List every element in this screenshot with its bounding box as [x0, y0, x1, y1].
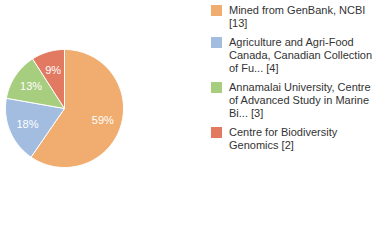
html-text:Mined from GenBank, NCBI [13]: Mined from GenBank, NCBI [13] [229, 4, 366, 29]
html-text:Centre for Biodiversity Genomi: Centre for Biodiversity Genomics [2] [229, 126, 338, 151]
svg-text:13%: 13% [20, 80, 42, 92]
svg-text:59%: 59% [92, 114, 114, 126]
svg-text:18%: 18% [16, 118, 38, 130]
svg-text:9%: 9% [45, 64, 61, 76]
html-text:Agriculture and Agri-Food Cana: Agriculture and Agri-Food Canada, Canadi… [229, 36, 373, 74]
html-text:Annamalai University, Centre o: Annamalai University, Centre of Advanced… [229, 81, 371, 119]
